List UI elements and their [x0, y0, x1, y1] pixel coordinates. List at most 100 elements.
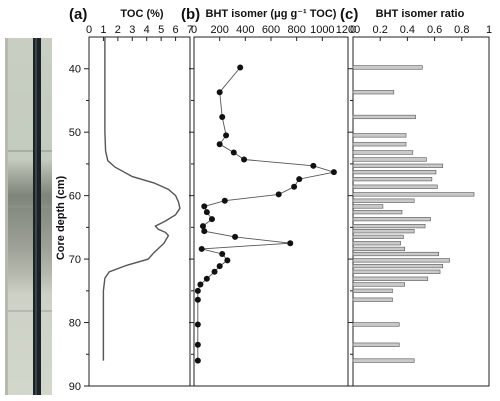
panel-b-data-point — [194, 287, 201, 294]
panel-b-data-point — [199, 223, 206, 230]
panel-b-x-tick-label: 600 — [262, 24, 280, 36]
panel-c-x-tick-label: 1 — [486, 24, 492, 36]
panel-b-data-point — [241, 156, 248, 163]
panel-b-data-point — [194, 296, 201, 303]
panel-b-data-point — [296, 176, 303, 183]
panel-b-data-point — [203, 275, 210, 282]
panel-c-bar — [352, 217, 431, 222]
y-tick-label: 50 — [69, 127, 81, 139]
panel-a-x-tick-label: 5 — [158, 24, 164, 36]
panel-c-bar — [352, 282, 405, 287]
panel-b-data-point — [310, 162, 317, 169]
panel-c-bar — [352, 342, 400, 347]
panel-c-bar — [352, 322, 400, 327]
panel-c-bar — [352, 288, 393, 293]
panel-c-bar — [352, 263, 444, 269]
panel-letter-a: (a) — [69, 6, 87, 23]
panel-b-frame — [193, 36, 349, 387]
panel-b-title: BHT isomer (μg g⁻¹ TOC) — [206, 8, 337, 20]
panel-letter-c: (c) — [340, 6, 358, 23]
panel-c-x-tick-label: 0.4 — [400, 24, 415, 36]
panel-b-data-point — [197, 281, 204, 288]
panel-b-data-point — [194, 357, 201, 364]
panel-c-bar — [352, 177, 433, 182]
panel-b-data-point — [194, 321, 201, 328]
panel-b-data-point — [232, 233, 239, 240]
core-crack — [5, 150, 52, 152]
y-tick-label: 70 — [69, 254, 81, 266]
panel-b-data-point — [219, 113, 226, 120]
panel-a-x-tick-label: 7 — [187, 24, 193, 36]
panel-b-data-point — [237, 64, 244, 71]
panel-c-bar — [352, 223, 426, 229]
panel-a-x-tick-label: 3 — [129, 24, 135, 36]
panel-c-bar — [352, 241, 401, 246]
panel-c-title: BHT isomer ratio — [376, 8, 465, 20]
panel-c-bar — [352, 142, 407, 147]
panel-c-bar — [352, 65, 423, 70]
panel-c-bar — [352, 157, 427, 162]
panel-b-data-point — [291, 183, 298, 190]
y-tick-label: 60 — [69, 191, 81, 203]
panel-a-x-tick-label: 0 — [86, 24, 92, 36]
panel-b-x-tick-label: 400 — [236, 24, 254, 36]
panel-b-data-point — [224, 257, 231, 264]
y-tick-label: 40 — [69, 64, 81, 76]
panel-c-bar — [352, 269, 441, 274]
panel-b-data-point — [216, 89, 223, 96]
panel-a-x-tick-label: 1 — [100, 24, 106, 36]
core-edge — [5, 38, 8, 395]
panel-c-bar — [352, 90, 395, 95]
panel-b-x-tick-label: 1000 — [310, 24, 334, 36]
panel-c-bar — [352, 246, 405, 252]
core-crack — [5, 205, 52, 208]
panel-b-data-point — [201, 203, 208, 210]
panel-b-series-line — [197, 67, 335, 361]
panel-c-x-tick-label: 0.2 — [373, 24, 388, 36]
panel-c-bar — [352, 234, 404, 239]
panel-b-data-point — [219, 251, 226, 258]
panel-b-x-tick-label: 0 — [191, 24, 197, 36]
panel-c-x-tick-label: 0 — [350, 24, 356, 36]
panel-c-bar — [352, 276, 429, 281]
y-tick-label: 90 — [69, 381, 81, 393]
panel-b-data-point — [216, 141, 223, 148]
panel-c-bar — [352, 150, 414, 155]
panel-b-data-point — [330, 169, 337, 176]
panel-b-data-point — [201, 228, 208, 235]
panel-c-bar — [352, 358, 415, 363]
core-crack — [5, 310, 52, 312]
panel-b-data-point — [198, 245, 205, 252]
panel-c-bar — [352, 258, 450, 263]
panel-b-x-tick-label: 800 — [287, 24, 305, 36]
panel-c-x-tick-label: 0.6 — [427, 24, 442, 36]
core-rod-highlight — [35, 38, 37, 395]
core-photo — [5, 38, 52, 395]
y-tick-label: 80 — [69, 318, 81, 330]
panel-a-frame — [88, 36, 191, 387]
panel-b-data-point — [223, 132, 230, 139]
panel-b-data-point — [287, 240, 294, 247]
panel-c-bar — [352, 184, 438, 189]
panel-c-bar — [352, 210, 403, 215]
panel-c-bar — [352, 198, 415, 203]
panel-c-x-tick-label: 0.8 — [454, 24, 469, 36]
panel-b-data-point — [203, 209, 210, 216]
panel-c-bar — [352, 204, 384, 209]
panel-b-data-point — [221, 197, 228, 204]
panel-a-x-tick-label: 4 — [144, 24, 150, 36]
panel-a-series-line — [102, 37, 181, 361]
panel-letter-b: (b) — [181, 6, 200, 23]
panel-b-x-tick-label: 200 — [210, 24, 228, 36]
panel-b-data-point — [211, 268, 218, 275]
panel-b-x-tick-label: 1200 — [336, 24, 360, 36]
panel-b-data-point — [216, 263, 223, 270]
panel-c-bar — [352, 251, 439, 257]
core-sediment — [5, 38, 52, 395]
panel-a-x-tick-label: 6 — [173, 24, 179, 36]
panel-c-bar — [352, 229, 415, 234]
panel-c-bar — [352, 163, 444, 168]
panel-b-data-point — [208, 216, 215, 223]
